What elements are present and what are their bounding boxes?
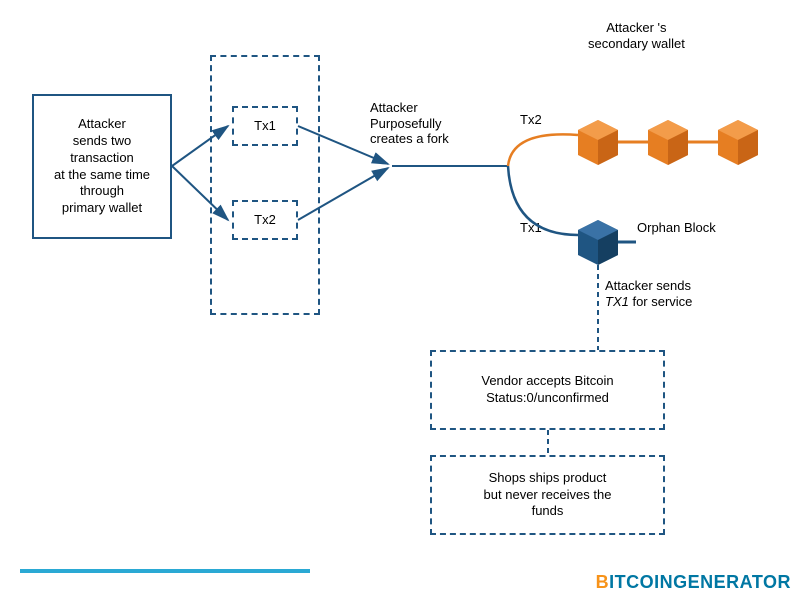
attacker-sends-tx1-label: Attacker sendsTX1 for service <box>605 278 692 309</box>
decorative-bar <box>20 569 310 573</box>
orphan-block-label: Orphan Block <box>637 220 716 236</box>
tx1-label: Tx1 <box>254 118 276 135</box>
logo-b: B <box>596 572 610 592</box>
tx2-branch-label: Tx2 <box>520 112 542 128</box>
logo-generator: GENERATOR <box>673 572 791 592</box>
shops-ships-box: Shops ships productbut never receives th… <box>430 455 665 535</box>
vendor-accepts-box: Vendor accepts BitcoinStatus:0/unconfirm… <box>430 350 665 430</box>
fork-label: AttackerPurposefullycreates a fork <box>370 100 449 147</box>
secondary-wallet-label: Attacker 'ssecondary wallet <box>588 20 685 51</box>
blue-cube <box>578 220 618 265</box>
attacker-primary-wallet-box: Attackersends twotransactionat the same … <box>32 94 172 239</box>
orange-cube-1 <box>578 120 618 165</box>
logo-itcoin: ITCOIN <box>609 572 673 592</box>
shops-text: Shops ships productbut never receives th… <box>484 470 612 521</box>
mempool-container <box>210 55 320 315</box>
vendor-text: Vendor accepts BitcoinStatus:0/unconfirm… <box>481 373 613 407</box>
logo: BITCOINGENERATOR <box>596 572 791 593</box>
orange-cube-2 <box>648 120 688 165</box>
tx1-branch-label: Tx1 <box>520 220 542 236</box>
tx2-box: Tx2 <box>232 200 298 240</box>
tx1-box: Tx1 <box>232 106 298 146</box>
orange-cube-3 <box>718 120 758 165</box>
tx2-label: Tx2 <box>254 212 276 229</box>
start-box-text: Attackersends twotransactionat the same … <box>54 116 150 217</box>
